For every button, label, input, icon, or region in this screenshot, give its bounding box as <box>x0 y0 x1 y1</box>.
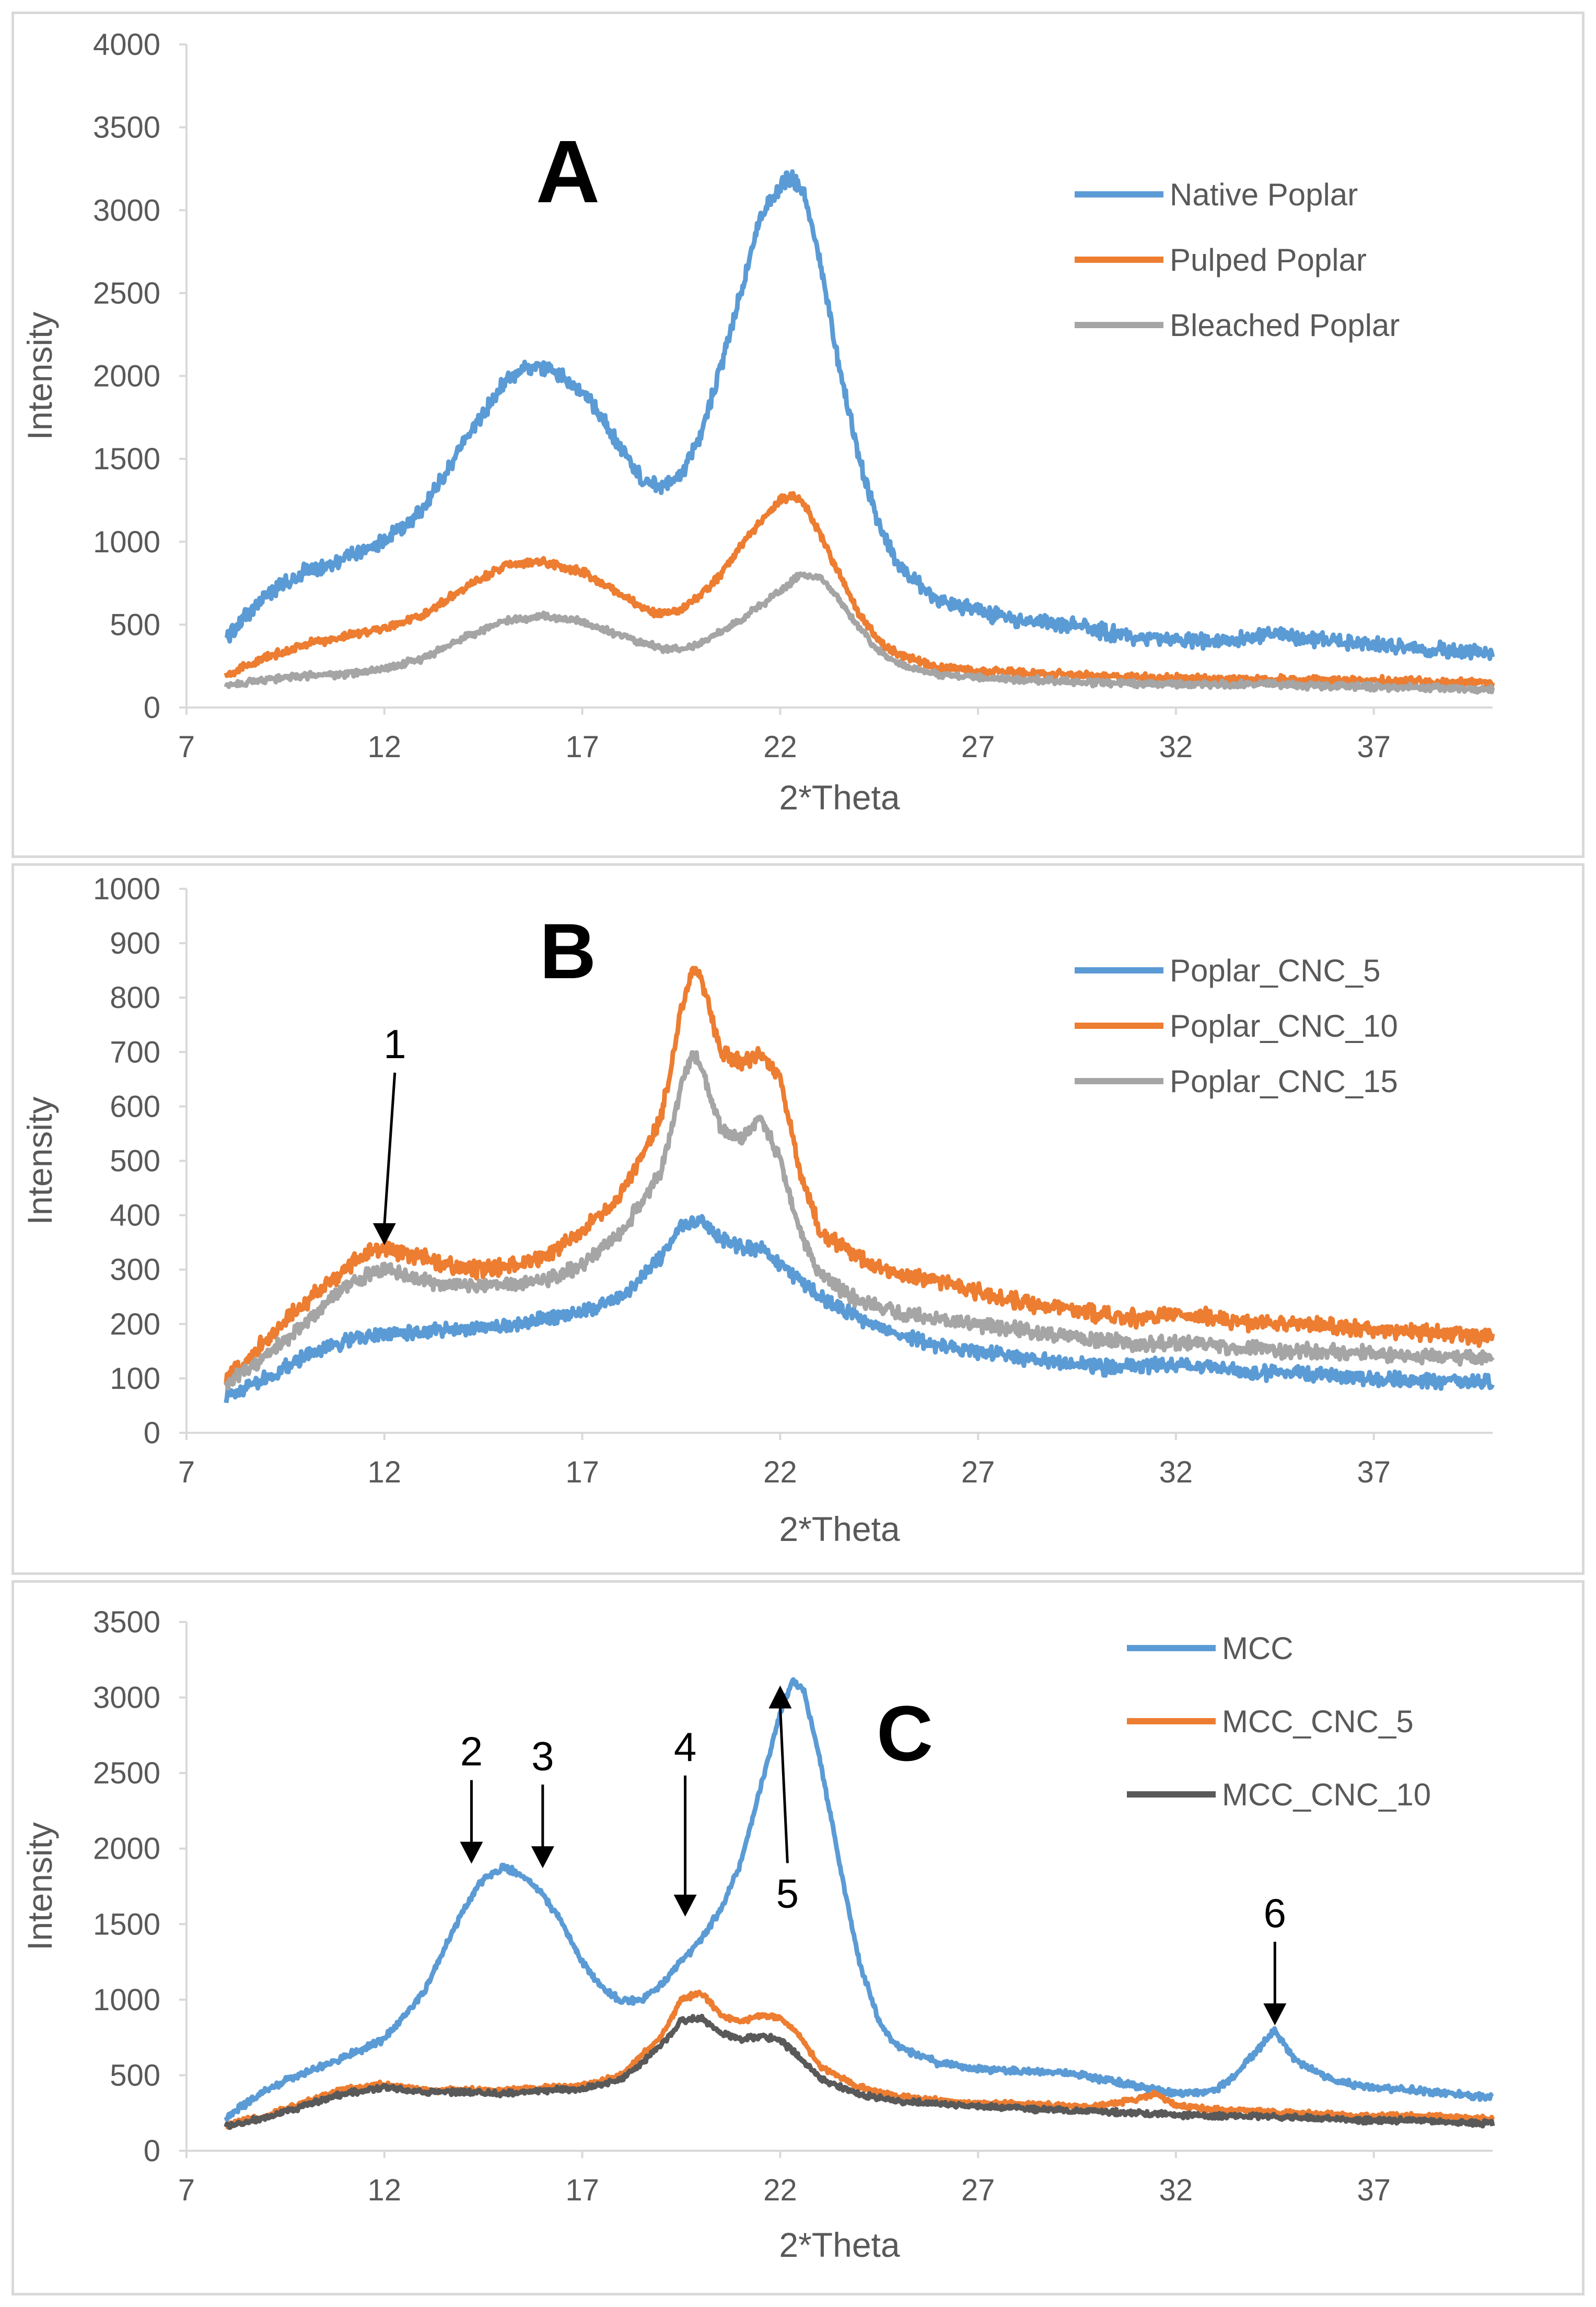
x-tick-label: 32 <box>1159 2173 1193 2207</box>
x-tick-label: 32 <box>1159 1455 1193 1489</box>
y-tick-label: 3000 <box>93 1681 160 1715</box>
y-tick-label: 500 <box>110 1144 160 1178</box>
y-tick-label: 800 <box>110 981 160 1015</box>
x-tick-label: 27 <box>961 730 995 764</box>
x-tick-label: 37 <box>1357 730 1391 764</box>
x-tick-label: 17 <box>565 1455 599 1489</box>
series-line-pulped-poplar <box>224 491 1495 689</box>
panel-a: 0 500 1000 1500 2000 2500 3000 3500 4000 7 12 17 22 2… <box>11 11 1585 858</box>
series-line-mcc <box>224 1677 1494 2122</box>
y-axis-label: Intensity <box>20 312 59 440</box>
x-tick-label: 37 <box>1357 2173 1391 2207</box>
y-tick-label: 1500 <box>93 1907 160 1941</box>
legend-label: Bleached Poplar <box>1170 308 1400 343</box>
legend-label: Poplar_CNC_5 <box>1170 953 1381 988</box>
chart-a: 0 500 1000 1500 2000 2500 3000 3500 4000 7 12 17 22 2… <box>20 28 1495 817</box>
x-tick-label: 12 <box>368 2173 402 2207</box>
annotation-label: 1 <box>383 1021 406 1067</box>
x-tick-label: 22 <box>763 730 797 764</box>
y-tick-label: 1000 <box>93 525 160 559</box>
x-tick-label: 17 <box>565 2173 599 2207</box>
y-tick-label: 100 <box>110 1362 160 1396</box>
x-tick-label: 37 <box>1357 1455 1391 1489</box>
legend-label: Poplar_CNC_15 <box>1170 1064 1398 1099</box>
panel-label: C <box>877 1689 933 1777</box>
x-tick-label: 22 <box>763 2173 797 2207</box>
chart-b: 0 100 200 300 400 500 600 700 800 900 1000 7 12 17 22 2… <box>20 872 1495 1548</box>
series-line-poplar-cnc-15 <box>224 1050 1495 1391</box>
annotation-arrow-head <box>673 1894 697 1917</box>
legend-label: MCC <box>1222 1631 1294 1666</box>
series-line-poplar-cnc-10 <box>224 966 1495 1384</box>
x-tick-label: 7 <box>178 2173 195 2207</box>
y-tick-label: 900 <box>110 926 160 960</box>
y-tick-label: 500 <box>110 608 160 642</box>
x-tick-label: 7 <box>178 1455 195 1489</box>
x-tick-label: 27 <box>961 1455 995 1489</box>
y-tick-label: 3000 <box>93 193 160 227</box>
y-tick-label: 0 <box>144 691 160 725</box>
legend-label: Poplar_CNC_10 <box>1170 1008 1398 1044</box>
series-line-poplar-cnc-5 <box>224 1214 1495 1404</box>
x-tick-label: 32 <box>1159 730 1193 764</box>
panel-label: A <box>536 122 600 222</box>
panel-b: 0 100 200 300 400 500 600 700 800 900 1000 7 12 17 22 2… <box>11 863 1585 1575</box>
x-tick-label: 7 <box>178 730 195 764</box>
legend-label: Native Poplar <box>1170 177 1358 212</box>
y-tick-label: 300 <box>110 1253 160 1287</box>
series-line-mcc-cnc-5 <box>224 1989 1495 2130</box>
series-line-bleached-poplar <box>224 571 1495 695</box>
y-tick-label: 0 <box>144 2134 160 2168</box>
y-tick-label: 2500 <box>93 276 160 310</box>
x-tick-label: 27 <box>961 2173 995 2207</box>
annotation-arrow-head <box>460 1841 483 1864</box>
annotation-label: 2 <box>460 1729 483 1775</box>
y-tick-label: 2500 <box>93 1756 160 1790</box>
y-tick-label: 400 <box>110 1199 160 1233</box>
x-tick-label: 12 <box>368 1455 402 1489</box>
x-tick-label: 12 <box>368 730 402 764</box>
y-tick-label: 1500 <box>93 442 160 476</box>
x-axis-label: 2*Theta <box>779 1510 900 1548</box>
annotation-label: 4 <box>674 1724 696 1770</box>
y-tick-label: 1000 <box>93 1983 160 2017</box>
legend-label: Pulped Poplar <box>1170 242 1367 277</box>
y-tick-label: 700 <box>110 1035 160 1069</box>
y-tick-label: 3500 <box>93 1605 160 1639</box>
annotation-arrow-head <box>768 1685 792 1709</box>
annotation-label: 3 <box>531 1733 554 1779</box>
annotation-label: 6 <box>1264 1890 1286 1936</box>
panel-label: B <box>540 907 596 995</box>
annotation-arrow-head <box>1263 2003 1287 2026</box>
y-tick-label: 500 <box>110 2058 160 2092</box>
y-tick-label: 200 <box>110 1307 160 1341</box>
x-axis-label: 2*Theta <box>779 778 900 817</box>
x-axis-label: 2*Theta <box>779 2225 900 2264</box>
y-tick-label: 1000 <box>93 872 160 906</box>
annotation-arrow-head <box>531 1846 554 1869</box>
legend-label: MCC_CNC_5 <box>1222 1704 1414 1739</box>
y-tick-label: 3500 <box>93 111 160 145</box>
y-tick-label: 600 <box>110 1089 160 1123</box>
y-tick-label: 2000 <box>93 1832 160 1866</box>
y-axis-label: Intensity <box>20 1822 59 1951</box>
annotation-arrow-shaft <box>383 1072 397 1226</box>
annotation-arrow-shaft <box>778 1706 789 1863</box>
x-tick-label: 22 <box>763 1455 797 1489</box>
legend-label: MCC_CNC_10 <box>1222 1777 1431 1812</box>
series-line-mcc-cnc-10 <box>224 2013 1495 2130</box>
panel-c: 0 500 1000 1500 2000 2500 3000 3500 7 12 17 22 27 32 3… <box>11 1580 1585 2296</box>
x-tick-label: 17 <box>565 730 599 764</box>
y-tick-label: 2000 <box>93 360 160 393</box>
y-axis-label: Intensity <box>20 1097 59 1225</box>
series-line-native-poplar <box>225 169 1495 662</box>
annotation-arrow-head <box>372 1223 396 1245</box>
annotation-label: 5 <box>776 1870 799 1916</box>
y-tick-label: 4000 <box>93 28 160 62</box>
y-tick-label: 0 <box>144 1416 160 1450</box>
